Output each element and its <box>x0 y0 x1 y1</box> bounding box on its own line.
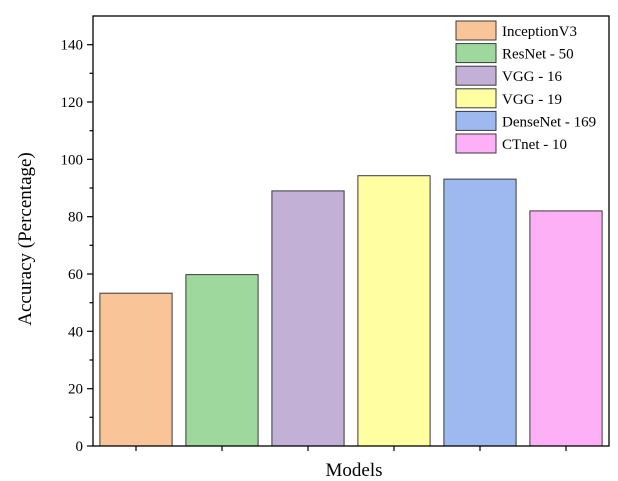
x-axis-title: Models <box>326 460 383 481</box>
legend-label-vgg-16: VGG - 16 <box>502 69 562 85</box>
legend-swatch-densenet-169 <box>455 110 497 131</box>
y-axis-title: Accuracy (Percentage) <box>15 152 36 326</box>
y-axis: 0 20 40 60 80 100 120 140 <box>61 38 93 455</box>
bar-ctnet-10 <box>529 210 603 447</box>
bar-inceptionv3 <box>99 292 173 447</box>
legend-swatch-inceptionv3 <box>455 20 497 41</box>
y-tick-label: 0 <box>76 439 84 455</box>
legend-label-vgg-19: VGG - 19 <box>502 92 562 108</box>
y-tick-label: 120 <box>61 95 84 111</box>
y-tick-label: 60 <box>68 267 83 283</box>
legend-swatch-vgg-16 <box>455 65 497 86</box>
bar-resnet-50 <box>185 274 259 447</box>
y-tick-label: 100 <box>61 152 84 168</box>
legend-swatch-vgg-19 <box>455 88 497 109</box>
legend-label-inceptionv3: InceptionV3 <box>502 24 577 40</box>
legend-swatch-ctnet-10 <box>455 133 497 154</box>
legend-label-densenet-169: DenseNet - 169 <box>502 114 596 130</box>
bars-group <box>99 175 603 447</box>
bar-densenet-169 <box>443 178 517 447</box>
legend-label-resnet-50: ResNet - 50 <box>502 47 574 63</box>
y-tick-label: 80 <box>68 210 83 226</box>
legend: InceptionV3 ResNet - 50 VGG - 16 VGG - 19 De… <box>455 20 596 154</box>
legend-swatch-resnet-50 <box>455 43 497 64</box>
bar-vgg-16 <box>271 190 345 447</box>
y-tick-label: 40 <box>68 324 83 340</box>
legend-label-ctnet-10: CTnet - 10 <box>502 137 567 153</box>
y-tick-label: 140 <box>61 38 84 54</box>
plot-frame <box>92 15 610 447</box>
x-axis <box>135 446 567 451</box>
y-tick-label: 20 <box>68 382 83 398</box>
bar-vgg-19 <box>357 175 431 447</box>
